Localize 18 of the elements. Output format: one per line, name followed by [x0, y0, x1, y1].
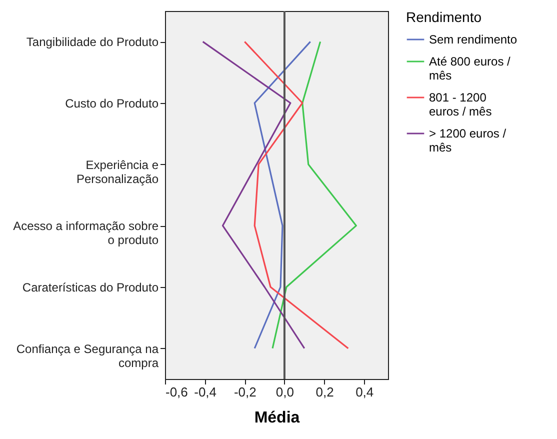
legend-label: 801 - 1200 euros / mês — [429, 90, 492, 118]
y-tick-label: Tangibilidade do Produto — [26, 35, 159, 50]
x-tick-label: 0,0 — [276, 384, 294, 400]
legend-label: Sem rendimento — [429, 32, 518, 46]
legend-title: Rendimento — [406, 9, 482, 25]
x-tick-label: -0,6 — [166, 384, 188, 400]
legend-label: > 1200 euros / mês — [429, 126, 507, 154]
x-tick-label: -0,4 — [194, 384, 217, 400]
x-tick-label: 0,2 — [316, 384, 334, 400]
y-tick-label: Caraterísticas do Produto — [22, 280, 159, 294]
legend-label: Até 800 euros / mês — [429, 54, 512, 82]
y-tick-label: Custo do Produto — [65, 96, 159, 110]
x-tick-label: 0,4 — [356, 384, 374, 400]
y-tick-label: Acesso a informação sobre o produto — [13, 219, 159, 248]
x-tick-label: -0,2 — [234, 384, 256, 400]
y-tick-label: Confiança e Segurança na compra — [16, 342, 159, 370]
x-axis-title: Média — [254, 410, 300, 426]
y-tick-label: Experiência e Personalização — [76, 158, 159, 186]
